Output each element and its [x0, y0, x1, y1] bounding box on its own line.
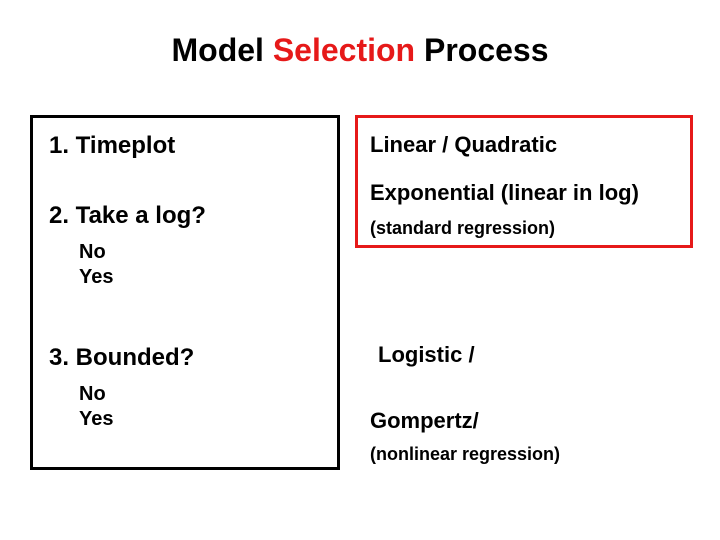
title-part-1: Model: [171, 32, 272, 68]
step-2-options: No Yes: [79, 240, 321, 290]
step-2-yes: Yes: [79, 265, 321, 290]
step-3-yes: Yes: [79, 407, 321, 432]
step-2-no: No: [79, 240, 321, 265]
page-title: Model Selection Process: [0, 32, 720, 69]
standard-regression-label: (standard regression): [370, 218, 678, 239]
step-2-take-a-log: 2. Take a log?: [49, 202, 321, 230]
logistic-label: Logistic /: [378, 342, 475, 368]
nonlinear-regression-label: (nonlinear regression): [370, 444, 560, 465]
linear-exponential-box: Linear / Quadratic Exponential (linear i…: [355, 115, 693, 248]
step-3-no: No: [79, 382, 321, 407]
step-3-options: No Yes: [79, 382, 321, 432]
step-3-bounded: 3. Bounded?: [49, 344, 321, 372]
gompertz-label: Gompertz/: [370, 408, 479, 434]
steps-box: 1. Timeplot 2. Take a log? No Yes 3. Bou…: [30, 115, 340, 470]
title-part-3: Process: [415, 32, 548, 68]
linear-quadratic-label: Linear / Quadratic: [370, 132, 678, 158]
title-accent: Selection: [273, 32, 415, 68]
step-1-timeplot: 1. Timeplot: [49, 132, 321, 160]
exponential-label: Exponential (linear in log): [370, 180, 678, 206]
